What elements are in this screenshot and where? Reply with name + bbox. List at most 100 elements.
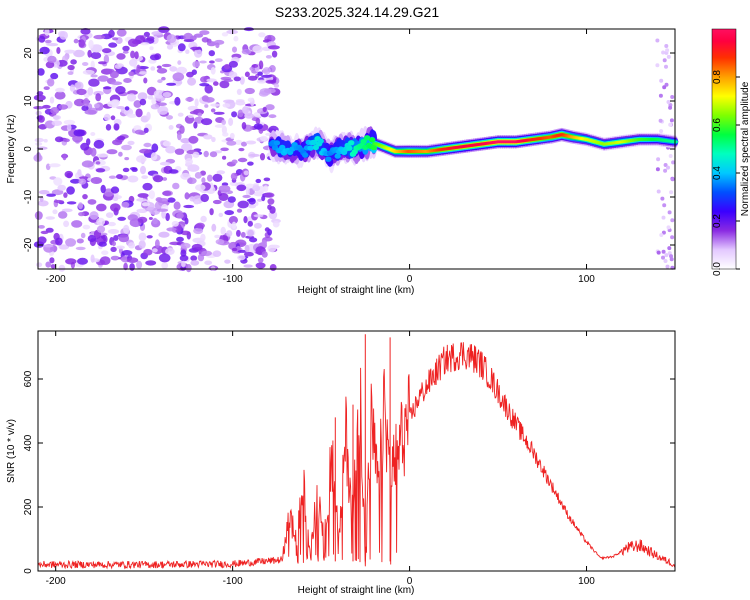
noise-cell [88, 39, 94, 49]
noise-cell [146, 111, 151, 121]
noise-cell [81, 105, 89, 112]
noise-cell [143, 127, 149, 133]
noise-cell [166, 44, 174, 50]
noise-cell [40, 230, 49, 235]
noise-cell [55, 237, 63, 246]
noise-cell [112, 196, 119, 201]
noise-cell [116, 28, 127, 37]
noise-cell [80, 232, 86, 239]
noise-cell [257, 257, 264, 263]
noise-cell [98, 61, 107, 65]
noise-cell [146, 36, 155, 41]
noise-cell [187, 77, 197, 86]
noise-cell [105, 124, 112, 131]
noise-cell [165, 247, 175, 255]
noise-cell [263, 185, 269, 192]
noise-cell [248, 204, 257, 209]
noise-cell [231, 221, 237, 229]
snr-series-line [37, 342, 676, 570]
noise-cell [210, 67, 216, 75]
noise-cell [183, 39, 195, 43]
snr-frame [37, 330, 676, 572]
noise-cell [191, 243, 203, 251]
noise-cell [261, 239, 268, 248]
noise-cell [663, 163, 668, 167]
noise-cell [245, 187, 250, 196]
noise-cell [237, 200, 249, 209]
noise-cell [209, 60, 215, 64]
noise-cell [90, 74, 98, 78]
noise-cell [155, 197, 163, 203]
noise-cell [213, 81, 219, 86]
noise-cell [234, 139, 243, 145]
noise-cell [108, 29, 115, 38]
noise-cell [251, 64, 259, 68]
noise-cell [264, 88, 276, 94]
noise-cell [67, 71, 74, 75]
noise-cell [50, 107, 60, 115]
noise-cell [255, 178, 262, 184]
noise-cell [166, 115, 173, 120]
noise-cell [121, 250, 133, 256]
noise-cell [269, 264, 277, 271]
noise-cell [184, 192, 190, 200]
noise-cell [204, 97, 215, 103]
noise-cell [121, 201, 130, 208]
noise-cell [258, 60, 264, 70]
noise-cell [259, 153, 266, 161]
noise-cell [141, 175, 149, 180]
noise-cell [248, 197, 256, 205]
noise-cell [661, 230, 666, 235]
noise-cell [137, 92, 148, 101]
noise-cell [665, 48, 670, 53]
noise-cell [47, 55, 57, 64]
noise-cell [127, 175, 139, 183]
noise-cell [90, 51, 102, 60]
noise-cell [241, 122, 247, 130]
noise-cell [656, 189, 661, 194]
noise-cell [193, 227, 204, 235]
noise-cell [265, 55, 272, 59]
noise-cell [257, 198, 263, 202]
noise-cell [177, 131, 182, 141]
noise-cell [180, 138, 191, 144]
noise-cell [90, 132, 96, 136]
noise-cell [93, 34, 106, 40]
noise-cell [658, 93, 663, 98]
noise-cell [58, 104, 69, 110]
noise-cell [45, 61, 55, 69]
x-tick-label: -200 [46, 576, 66, 587]
y-tick-label: -20 [23, 237, 34, 252]
noise-cell [199, 83, 210, 87]
signal-cell [348, 140, 355, 146]
noise-cell [661, 215, 666, 220]
noise-cell [226, 29, 239, 35]
snr-y-label: SNR (10 * v/v) [6, 419, 17, 483]
noise-cell [74, 98, 86, 107]
noise-cell [174, 148, 185, 155]
noise-cell [63, 192, 68, 198]
noise-cell [122, 50, 129, 54]
noise-cell [103, 113, 111, 121]
noise-cell [197, 112, 202, 117]
noise-cell [655, 167, 660, 172]
noise-cell [185, 158, 193, 166]
noise-cell [244, 87, 255, 95]
noise-cell [127, 113, 138, 118]
noise-cell [57, 184, 66, 191]
noise-cell [214, 124, 226, 128]
noise-cell [238, 147, 245, 152]
noise-cell [157, 105, 169, 115]
noise-cell [96, 153, 109, 158]
noise-cell [96, 203, 107, 212]
noise-cell [668, 105, 673, 110]
noise-cell [46, 193, 56, 197]
y-tick-label: 0 [23, 568, 34, 574]
noise-cell [253, 222, 262, 229]
noise-cell [151, 97, 157, 105]
noise-cell [87, 199, 97, 205]
noise-cell [110, 81, 123, 86]
noise-cell [669, 118, 674, 123]
noise-cell [247, 97, 254, 103]
noise-cell [662, 203, 667, 208]
